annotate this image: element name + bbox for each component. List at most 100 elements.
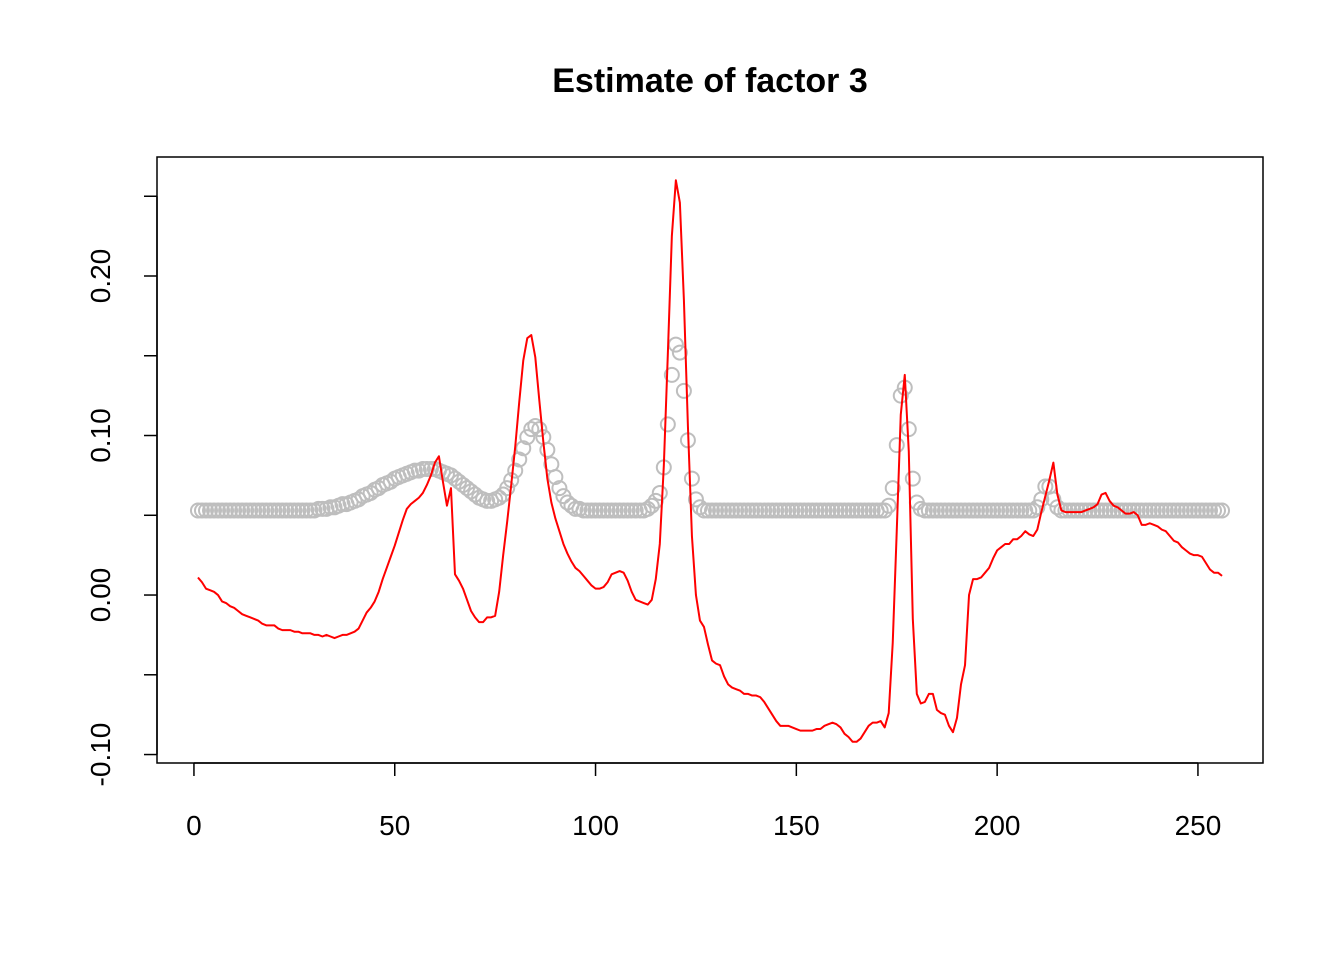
x-tick-label: 0	[186, 810, 202, 841]
data-point	[1125, 502, 1142, 519]
data-point	[1017, 502, 1034, 519]
data-point	[1201, 502, 1218, 519]
data-point	[667, 336, 684, 353]
data-point	[1177, 502, 1194, 519]
data-point	[880, 497, 897, 514]
data-point	[832, 502, 849, 519]
data-point	[362, 484, 379, 501]
data-point	[539, 441, 556, 458]
data-point	[704, 502, 721, 519]
data-point	[619, 502, 636, 519]
data-point	[286, 502, 303, 519]
data-point	[623, 502, 640, 519]
x-tick-label: 250	[1175, 810, 1222, 841]
data-point	[651, 484, 668, 501]
data-point	[262, 502, 279, 519]
data-point	[800, 502, 817, 519]
data-point	[744, 502, 761, 519]
data-point	[1005, 502, 1022, 519]
data-point	[1137, 502, 1154, 519]
data-point	[780, 502, 797, 519]
data-point	[611, 502, 628, 519]
data-point	[1113, 502, 1130, 519]
data-point	[350, 491, 367, 508]
data-point	[844, 502, 861, 519]
x-tick-label: 150	[773, 810, 820, 841]
x-tick-label: 50	[379, 810, 410, 841]
data-point	[860, 502, 877, 519]
data-point	[957, 502, 974, 519]
data-point	[1117, 502, 1134, 519]
data-point	[214, 502, 231, 519]
data-point	[872, 502, 889, 519]
data-point	[788, 502, 805, 519]
data-point	[720, 502, 737, 519]
data-point	[1081, 502, 1098, 519]
data-point	[250, 502, 267, 519]
data-point	[820, 502, 837, 519]
data-point	[997, 502, 1014, 519]
data-point	[848, 502, 865, 519]
data-point	[1065, 502, 1082, 519]
data-point	[876, 502, 893, 519]
data-point	[258, 502, 275, 519]
data-point	[479, 492, 496, 509]
data-point	[1109, 502, 1126, 519]
data-point	[1133, 502, 1150, 519]
data-point	[928, 502, 945, 519]
data-point	[804, 502, 821, 519]
data-point	[776, 502, 793, 519]
data-point	[732, 502, 749, 519]
data-point	[985, 502, 1002, 519]
data-point	[639, 500, 656, 517]
data-point	[382, 473, 399, 490]
data-point	[523, 421, 540, 438]
data-point	[218, 502, 235, 519]
data-point	[551, 480, 568, 497]
data-point	[1097, 502, 1114, 519]
data-point	[989, 502, 1006, 519]
data-point	[290, 502, 307, 519]
data-point	[792, 502, 809, 519]
data-point	[238, 502, 255, 519]
data-point	[246, 502, 263, 519]
data-point	[1210, 502, 1227, 519]
x-tick-label: 200	[974, 810, 1021, 841]
x-tick-label: 100	[572, 810, 619, 841]
data-point	[627, 502, 644, 519]
data-point	[643, 497, 660, 514]
data-point	[1021, 502, 1038, 519]
data-point	[226, 502, 243, 519]
data-point	[1197, 502, 1214, 519]
data-point	[864, 502, 881, 519]
data-point	[840, 502, 857, 519]
data-point	[675, 382, 692, 399]
data-point	[1049, 499, 1066, 516]
data-point	[587, 502, 604, 519]
data-point	[884, 480, 901, 497]
data-point	[944, 502, 961, 519]
data-point	[1093, 502, 1110, 519]
data-point	[671, 344, 688, 361]
data-point	[836, 502, 853, 519]
data-point	[1009, 502, 1026, 519]
y-tick-label: 0.20	[85, 249, 116, 304]
data-point	[1206, 502, 1223, 519]
data-point	[948, 502, 965, 519]
data-point	[1101, 502, 1118, 519]
data-point	[856, 502, 873, 519]
data-point	[1214, 502, 1231, 519]
data-point	[699, 502, 716, 519]
data-point	[904, 470, 921, 487]
data-line	[197, 179, 1223, 743]
data-point	[924, 502, 941, 519]
data-point	[274, 502, 291, 519]
data-point	[695, 502, 712, 519]
data-point	[932, 502, 949, 519]
data-point	[1149, 502, 1166, 519]
data-point	[210, 502, 227, 519]
data-point	[940, 502, 957, 519]
data-point	[768, 502, 785, 519]
